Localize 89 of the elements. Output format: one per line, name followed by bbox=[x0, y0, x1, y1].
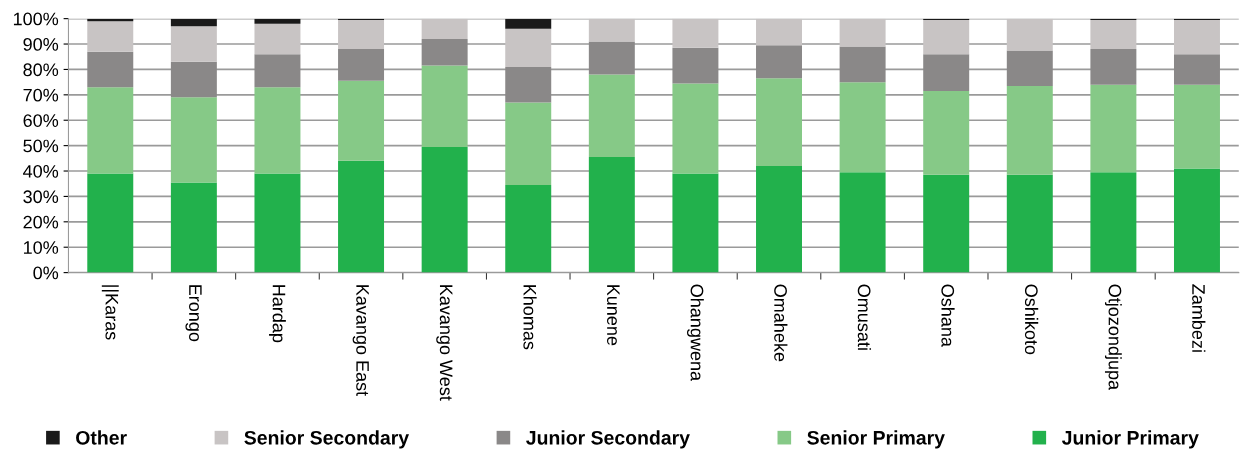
bar bbox=[588, 41, 635, 75]
bar bbox=[756, 165, 802, 273]
bar bbox=[87, 173, 134, 273]
bar bbox=[1090, 19, 1137, 50]
bar bbox=[839, 18, 886, 47]
legend-label: Senior Primary bbox=[807, 430, 945, 449]
bar bbox=[254, 54, 301, 88]
bar bbox=[421, 18, 468, 39]
x-tick-label: Oshana bbox=[941, 284, 955, 347]
x-tick-label: Oshikoto bbox=[1024, 284, 1039, 355]
y-tick-label: 30% bbox=[23, 190, 59, 204]
x-tick-label: Kavango East bbox=[352, 285, 369, 397]
bar bbox=[338, 49, 385, 81]
bar bbox=[1006, 174, 1053, 273]
y-tick-label: 70% bbox=[23, 88, 59, 102]
y-tick-label: 20% bbox=[23, 215, 59, 229]
bar bbox=[839, 172, 886, 273]
bar bbox=[505, 102, 552, 185]
bar bbox=[254, 23, 301, 55]
bar bbox=[421, 65, 468, 147]
legend-label: Junior Primary bbox=[1061, 430, 1199, 449]
bar bbox=[1006, 85, 1053, 175]
bar bbox=[923, 54, 970, 92]
bar bbox=[588, 18, 635, 42]
bar bbox=[254, 173, 301, 273]
bar bbox=[505, 18, 552, 29]
x-tick-label: Erongo bbox=[185, 285, 202, 342]
bar bbox=[421, 38, 468, 66]
bar bbox=[87, 87, 134, 174]
bar bbox=[839, 82, 886, 173]
x-tick-label: Khomas bbox=[523, 285, 537, 350]
y-tick-label: 90% bbox=[23, 37, 59, 51]
bar bbox=[1173, 168, 1220, 273]
y-tick-label: 60% bbox=[23, 114, 59, 127]
bar bbox=[87, 51, 134, 88]
bar bbox=[756, 45, 802, 79]
bar bbox=[923, 174, 970, 273]
bar bbox=[839, 46, 886, 83]
bar bbox=[254, 18, 301, 24]
y-tick-label: 10% bbox=[23, 241, 59, 254]
x-tick-label: Ohangwena bbox=[687, 284, 704, 382]
x-tick-label: Kavango West bbox=[436, 285, 453, 401]
bar bbox=[1006, 50, 1053, 86]
bar bbox=[170, 97, 217, 183]
bar bbox=[1173, 54, 1220, 85]
bar bbox=[505, 28, 552, 67]
bar bbox=[672, 18, 719, 48]
legend-label: Junior Secondary bbox=[526, 430, 690, 449]
bar bbox=[923, 91, 970, 175]
bar bbox=[588, 74, 635, 158]
bar bbox=[672, 83, 719, 174]
bar bbox=[421, 146, 468, 273]
bar bbox=[170, 182, 217, 273]
y-tick-label: 40% bbox=[23, 164, 59, 178]
bar bbox=[1173, 84, 1220, 169]
bar bbox=[87, 21, 134, 52]
bar bbox=[170, 26, 217, 62]
y-tick-label: 100% bbox=[13, 12, 59, 26]
bar bbox=[1090, 84, 1137, 173]
bar bbox=[1173, 19, 1220, 55]
bar bbox=[170, 61, 217, 98]
legend-label: Senior Secondary bbox=[244, 430, 410, 449]
y-tick-label: 50% bbox=[23, 139, 59, 153]
x-tick-label: ||Karas bbox=[101, 285, 119, 340]
bar bbox=[756, 78, 802, 166]
x-tick-label: Omaheke bbox=[774, 284, 788, 362]
bar bbox=[672, 173, 719, 273]
y-tick-label: 0% bbox=[33, 266, 59, 280]
bar bbox=[338, 80, 385, 161]
bar bbox=[923, 19, 970, 55]
x-tick-label: Zambezi bbox=[1192, 284, 1206, 352]
y-tick-label: 80% bbox=[23, 63, 59, 77]
bar bbox=[1006, 18, 1053, 51]
bar bbox=[1090, 172, 1137, 273]
bar bbox=[254, 87, 301, 174]
x-tick-label: Hardap bbox=[269, 285, 286, 343]
bar bbox=[756, 18, 802, 46]
bar bbox=[338, 19, 385, 50]
bar bbox=[338, 160, 385, 273]
x-tick-label: Omusati bbox=[857, 284, 872, 350]
bar bbox=[170, 18, 217, 27]
bar bbox=[588, 157, 635, 273]
x-tick-label: Kunene bbox=[606, 285, 620, 346]
bar bbox=[1090, 49, 1137, 85]
bar bbox=[672, 47, 719, 84]
bar bbox=[505, 66, 552, 103]
x-tick-label: Otjozondjupa bbox=[1104, 284, 1122, 391]
legend-label: Other bbox=[76, 430, 127, 445]
bar bbox=[505, 184, 552, 273]
